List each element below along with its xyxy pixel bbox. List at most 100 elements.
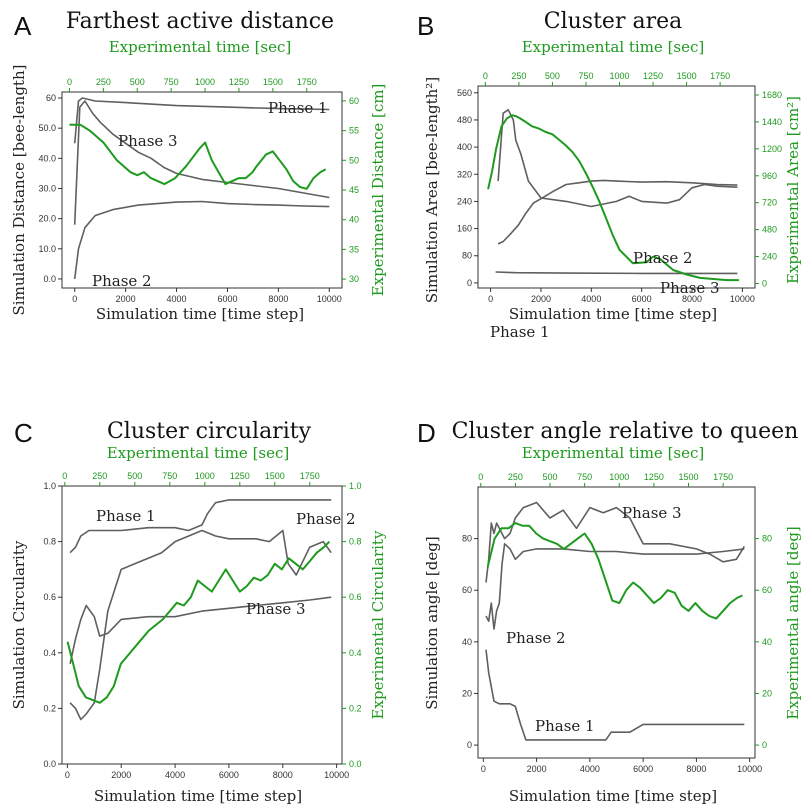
y2-tick-label: 60 — [349, 96, 359, 106]
y2-tick-label: 1680 — [762, 90, 782, 100]
x-axis-label: Simulation time [time step] — [96, 305, 304, 323]
y2-tick-label: 0 — [762, 279, 767, 289]
phase-label: Phase 2 — [92, 272, 152, 290]
x-tick-label: 2000 — [527, 764, 547, 774]
y-tick-label: 240 — [457, 196, 472, 206]
y2-tick-label: 0.6 — [349, 592, 362, 602]
x-tick-label: 6000 — [632, 294, 652, 304]
phase-label: Phase 1 — [490, 323, 550, 341]
experimental-line — [486, 522, 743, 620]
panel-letter: C — [14, 418, 33, 448]
y2-tick-label: 50 — [349, 155, 359, 165]
x-tick-label: 4000 — [581, 294, 601, 304]
y2-axis-label: Experimental Distance [cm] — [369, 84, 387, 297]
x2-tick-label: 500 — [543, 472, 558, 482]
x-tick-label: 10000 — [730, 294, 755, 304]
x2-axis-label: Experimental time [sec] — [109, 38, 292, 56]
y2-tick-label: 1.0 — [349, 481, 362, 491]
x2-tick-label: 1250 — [643, 71, 663, 81]
panel-a: A Farthest active distance 0 2000 4000 6000 80… — [10, 9, 387, 323]
x2-tick-label: 0 — [478, 472, 483, 482]
y-tick-label: 60 — [46, 93, 56, 103]
y-axis-label: Simulation Circularity — [10, 540, 28, 709]
x2-tick-label: 0 — [483, 71, 488, 81]
x2-tick-label: 750 — [162, 471, 177, 481]
x-axis-label: Simulation time [time step] — [509, 787, 717, 805]
x2-tick-label: 250 — [511, 71, 526, 81]
x2-tick-label: 750 — [578, 71, 593, 81]
y-tick-label: 0 — [467, 740, 472, 750]
y-tick-label: 80 — [462, 534, 472, 544]
y2-tick-label: 0.4 — [349, 648, 362, 658]
y2-tick-label: 0.8 — [349, 537, 362, 547]
y-tick-label: 40 — [462, 637, 472, 647]
x2-axis-label: Experimental time [sec] — [522, 444, 705, 462]
panel-letter: D — [417, 418, 436, 448]
y-tick-label: 400 — [457, 142, 472, 152]
panel-letter: B — [417, 11, 434, 41]
x2-tick-label: 1250 — [229, 77, 249, 87]
x-tick-label: 0 — [72, 294, 77, 304]
x2-tick-label: 500 — [130, 77, 145, 87]
y2-tick-label: 240 — [762, 252, 777, 262]
x-tick-label: 6000 — [219, 770, 239, 780]
y-tick-label: 40.0 — [38, 153, 56, 163]
y2-tick-label: 720 — [762, 198, 777, 208]
y2-tick-label: 45 — [349, 185, 359, 195]
x2-tick-label: 1750 — [710, 71, 730, 81]
x2-axis-label: Experimental time [sec] — [107, 444, 290, 462]
y2-axis-label: Experimental Circularity — [369, 530, 387, 719]
x2-tick-label: 1750 — [300, 471, 320, 481]
x2-tick-label: 500 — [545, 71, 560, 81]
phase-label: Phase 1 — [96, 507, 156, 525]
x2-tick-label: 1000 — [195, 77, 215, 87]
panel-c: C Cluster circularity 0 2000 4000 6000 8000 100… — [10, 418, 387, 805]
y-tick-label: 560 — [457, 88, 472, 98]
series-phase-1-line — [73, 97, 330, 144]
y2-tick-label: 1200 — [762, 144, 782, 154]
y-tick-label: 20 — [462, 688, 472, 698]
x2-tick-label: 250 — [92, 471, 107, 481]
y-axis-label: Simulation angle [deg] — [423, 536, 441, 709]
y-tick-label: 30.0 — [38, 183, 56, 193]
plot-frame — [61, 485, 343, 765]
series-phase-2-line — [497, 179, 738, 245]
chart-title: Cluster area — [544, 9, 682, 34]
x-tick-label: 10000 — [317, 294, 342, 304]
y2-tick-label: 20 — [762, 688, 772, 698]
x2-axis-label: Experimental time [sec] — [522, 38, 705, 56]
x-tick-label: 8000 — [686, 764, 706, 774]
series-phase-3-line — [73, 100, 330, 225]
x2-tick-label: 250 — [96, 77, 111, 87]
x2-tick-label: 1250 — [644, 472, 664, 482]
x-axis-label: Simulation time [time step] — [94, 787, 302, 805]
x2-tick-label: 1000 — [609, 472, 629, 482]
x-tick-label: 4000 — [580, 764, 600, 774]
y-tick-label: 0.8 — [43, 537, 56, 547]
phase-label: Phase 3 — [246, 600, 306, 618]
phase-label: Phase 3 — [622, 504, 682, 522]
phase-label: Phase 2 — [296, 510, 356, 528]
y2-tick-label: 40 — [349, 215, 359, 225]
y2-tick-label: 60 — [762, 585, 772, 595]
plot-frame — [61, 91, 343, 289]
series-phase-2-line — [69, 596, 332, 665]
x2-tick-label: 500 — [127, 471, 142, 481]
experimental-line — [69, 123, 327, 190]
y-tick-label: 320 — [457, 169, 472, 179]
y-tick-label: 0.0 — [43, 759, 56, 769]
x-tick-label: 6000 — [217, 294, 237, 304]
x2-tick-label: 250 — [508, 472, 523, 482]
phase-label: Phase 1 — [535, 717, 595, 735]
experimental-line — [487, 114, 739, 282]
x2-tick-label: 1500 — [679, 472, 699, 482]
y-tick-label: 0.4 — [43, 648, 56, 658]
x2-tick-label: 1500 — [265, 471, 285, 481]
x-tick-label: 0 — [488, 294, 493, 304]
x2-tick-label: 1500 — [263, 77, 283, 87]
x-tick-label: 8000 — [682, 294, 702, 304]
x-tick-label: 4000 — [167, 294, 187, 304]
y-axis-label: Simulation Area [bee-length²] — [423, 77, 441, 303]
x-tick-label: 2000 — [116, 294, 136, 304]
